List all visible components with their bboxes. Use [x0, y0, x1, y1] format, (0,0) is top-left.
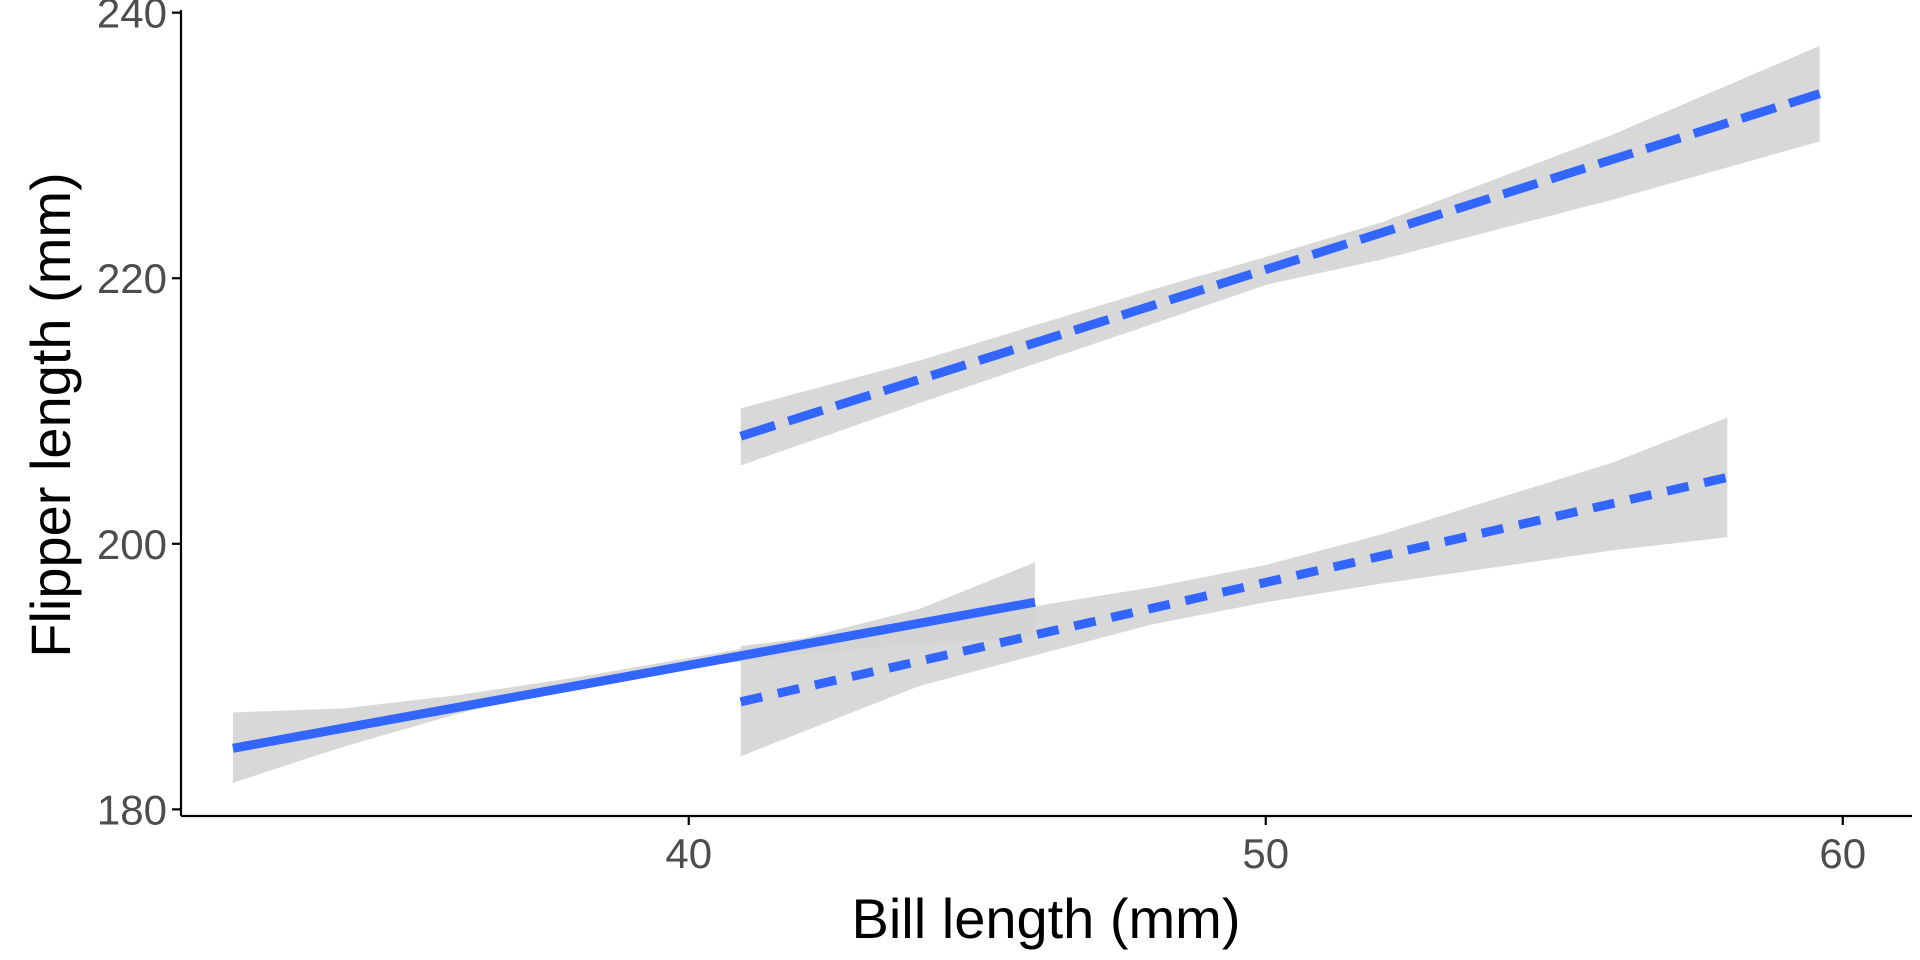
confidence-band-dashed [740, 45, 1820, 466]
y-axis-ticks: 180 200 220 240 [97, 0, 181, 833]
y-axis-title: Flipper length (mm) [19, 172, 82, 657]
x-tick-label: 60 [1819, 830, 1866, 877]
confidence-bands [232, 45, 1820, 783]
y-tick-label: 200 [97, 521, 167, 568]
x-axis-title: Bill length (mm) [852, 887, 1241, 950]
y-tick-label: 240 [97, 0, 167, 37]
x-axis-ticks: 40 50 60 [665, 816, 1866, 877]
fit-line-dashed [739, 89, 1822, 441]
axes: 40 50 60 180 200 220 240 [97, 0, 1912, 877]
x-tick-label: 50 [1242, 830, 1289, 877]
fit-line-solid [232, 597, 1036, 753]
x-tick-label: 40 [665, 830, 712, 877]
fit-line-dotted-dash [739, 473, 1729, 707]
y-tick-label: 180 [97, 786, 167, 833]
y-tick-label: 220 [97, 255, 167, 302]
fit-lines [232, 89, 1822, 753]
